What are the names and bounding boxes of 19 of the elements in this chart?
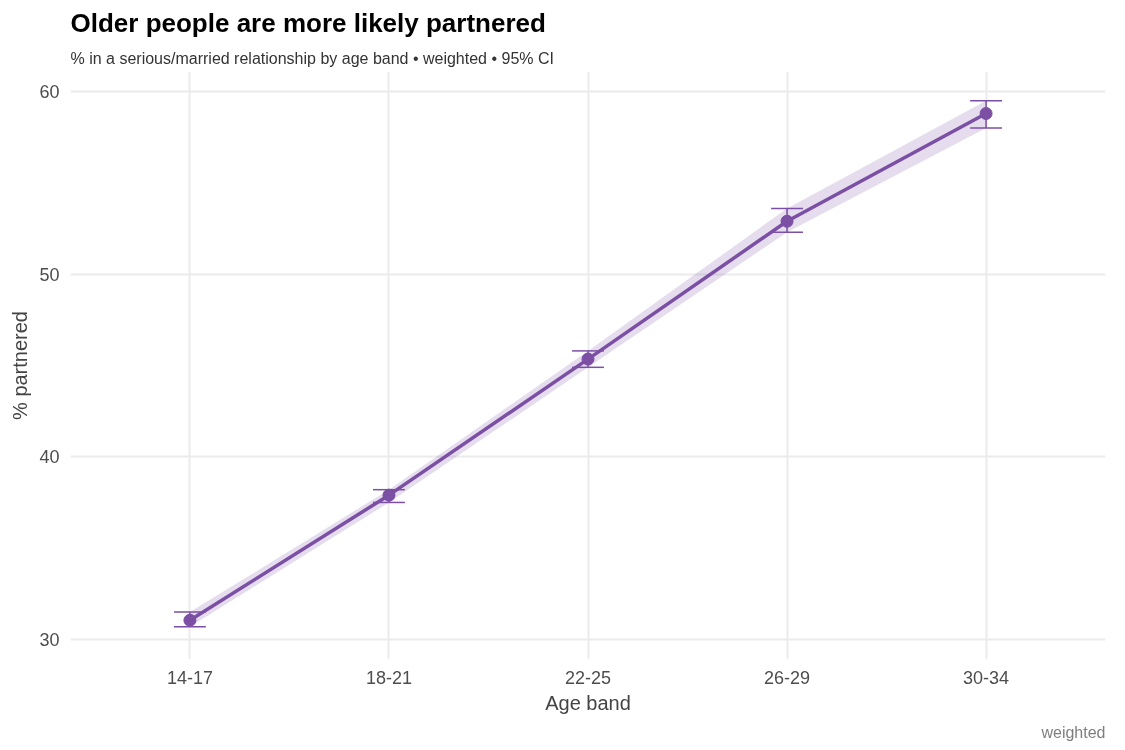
point bbox=[581, 352, 595, 366]
chart-title: Older people are more likely partnered bbox=[70, 7, 546, 38]
point bbox=[382, 488, 396, 502]
y-axis-title: % partnered bbox=[9, 311, 32, 420]
text: weighted bbox=[1040, 723, 1106, 741]
chart-subtitle: % in a serious/married relationship by age band • weighted • 95% CI bbox=[70, 49, 554, 67]
x-tick-label: 26-29 bbox=[764, 667, 811, 688]
point bbox=[780, 214, 794, 228]
point bbox=[183, 613, 197, 627]
x-axis-title: Age band bbox=[545, 691, 631, 714]
x-tick-label: 22-25 bbox=[564, 667, 612, 688]
y-tick-label: 60 bbox=[39, 82, 60, 103]
x-tick-label: 18-21 bbox=[365, 667, 412, 688]
y-tick-label: 30 bbox=[39, 629, 60, 650]
y-tick-label: 50 bbox=[39, 264, 60, 285]
x-tick-label: 30-34 bbox=[963, 667, 1010, 688]
point bbox=[979, 107, 993, 120]
x-tick-label: 14-17 bbox=[166, 667, 213, 688]
y-tick-label: 40 bbox=[39, 447, 60, 468]
